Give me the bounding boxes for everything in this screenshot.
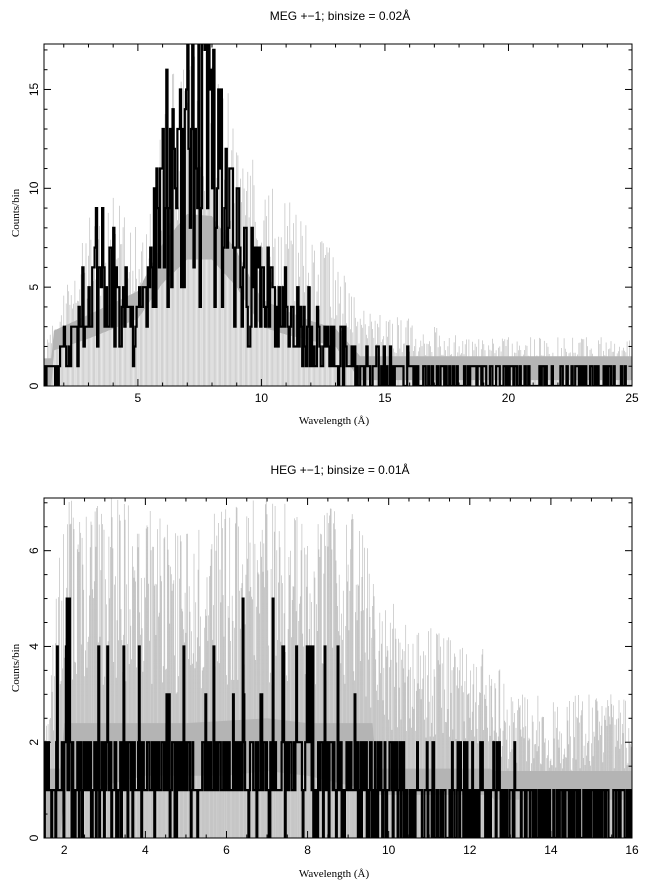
x-tick-label: 14 (544, 843, 558, 857)
chart-title-meg: MEG +−1; binsize = 0.02Å (270, 8, 410, 23)
y-tick-label: 0 (27, 834, 41, 841)
y-axis-label-heg: Counts/bin (10, 643, 22, 692)
y-tick-label: 15 (27, 82, 41, 96)
x-tick-label: 20 (502, 391, 516, 405)
x-axis-label-heg: Wavelength (Å) (299, 868, 370, 880)
x-tick-label: 4 (142, 843, 149, 857)
plot-frame (43, 497, 633, 839)
y-tick-label: 10 (27, 181, 41, 195)
x-tick-label: 5 (135, 391, 142, 405)
y-tick-label: 0 (27, 382, 41, 389)
plot-frame (43, 43, 633, 387)
x-tick-label: 12 (463, 843, 477, 857)
y-tick-label: 4 (27, 643, 41, 650)
x-tick-label: 8 (304, 843, 311, 857)
x-tick-label: 6 (223, 843, 230, 857)
model-band (44, 214, 632, 386)
x-tick-label: 10 (382, 843, 396, 857)
chart-title-heg: HEG +−1; binsize = 0.01Å (270, 462, 409, 477)
y-tick-label: 6 (27, 547, 41, 554)
data-histogram (44, 44, 632, 386)
x-tick-label: 15 (378, 391, 392, 405)
x-tick-label: 2 (61, 843, 68, 857)
x-tick-label: 10 (255, 391, 269, 405)
x-tick-label: 25 (625, 391, 639, 405)
y-tick-label: 2 (27, 739, 41, 746)
x-tick-label: 16 (625, 843, 639, 857)
data-histogram (44, 597, 632, 838)
plot-area (44, 44, 632, 386)
y-axis-label-meg: Counts/bin (10, 188, 22, 237)
x-axis-label-meg: Wavelength (Å) (299, 415, 370, 427)
y-tick-label: 5 (27, 283, 41, 290)
plot-area (44, 498, 632, 838)
plot-meg: 5 10 15 20 25 0 5 10 15 (27, 43, 639, 405)
plot-heg: 2 4 6 8 10 12 14 16 0 2 4 6 (27, 497, 639, 857)
